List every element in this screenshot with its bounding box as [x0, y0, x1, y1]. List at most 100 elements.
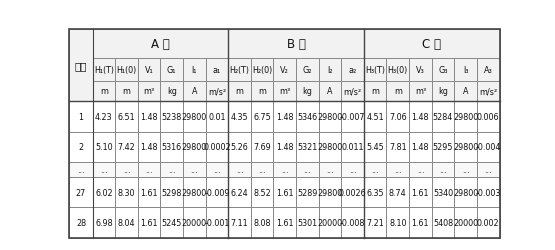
Bar	[455, 177, 477, 208]
Text: 1.61: 1.61	[276, 188, 294, 197]
Text: ...: ...	[439, 165, 447, 174]
Text: V₃: V₃	[416, 65, 425, 74]
Bar	[183, 81, 206, 102]
Text: ...: ...	[100, 165, 108, 174]
Bar	[432, 102, 455, 132]
Text: a₁: a₁	[213, 65, 221, 74]
Text: m/s²: m/s²	[344, 87, 362, 96]
Text: 5.10: 5.10	[95, 143, 113, 152]
Bar	[296, 102, 319, 132]
Bar	[409, 58, 432, 81]
Text: 1.48: 1.48	[276, 112, 294, 122]
Bar	[93, 162, 115, 177]
Text: 7.21: 7.21	[366, 218, 384, 227]
Bar	[228, 102, 251, 132]
Bar	[138, 208, 160, 238]
Bar	[341, 162, 364, 177]
Text: 29800: 29800	[317, 143, 342, 152]
Bar	[364, 208, 386, 238]
Bar	[477, 102, 500, 132]
Text: 1.61: 1.61	[140, 218, 158, 227]
Text: 1.48: 1.48	[140, 112, 158, 122]
Bar	[364, 58, 386, 81]
Bar	[455, 132, 477, 162]
Text: 6.35: 6.35	[366, 188, 384, 197]
Text: 0.0026: 0.0026	[339, 188, 366, 197]
Bar	[69, 102, 93, 132]
Bar	[455, 102, 477, 132]
Bar	[274, 162, 296, 177]
Text: ...: ...	[259, 165, 266, 174]
Text: 8.74: 8.74	[389, 188, 407, 197]
Bar	[409, 162, 432, 177]
Text: 6.02: 6.02	[95, 188, 113, 197]
Text: 6.51: 6.51	[118, 112, 135, 122]
Text: 5346: 5346	[297, 112, 317, 122]
Text: H₁(T): H₁(T)	[94, 65, 114, 74]
Bar	[115, 102, 138, 132]
Bar	[206, 177, 228, 208]
Bar	[341, 81, 364, 102]
Bar	[477, 177, 500, 208]
Text: 4.51: 4.51	[366, 112, 384, 122]
Text: 5.26: 5.26	[231, 143, 249, 152]
Bar	[364, 162, 386, 177]
Text: ...: ...	[462, 165, 470, 174]
Bar	[206, 102, 228, 132]
Bar	[69, 162, 93, 177]
Bar	[364, 102, 386, 132]
Text: 0.006: 0.006	[477, 112, 500, 122]
Text: m³: m³	[279, 87, 290, 96]
Text: 5298: 5298	[162, 188, 182, 197]
Text: m: m	[235, 87, 244, 96]
Text: 1.61: 1.61	[276, 218, 294, 227]
Bar	[319, 208, 341, 238]
Bar	[115, 208, 138, 238]
Bar	[341, 102, 364, 132]
Text: 29800: 29800	[181, 112, 207, 122]
Text: 1: 1	[78, 112, 83, 122]
Bar	[341, 208, 364, 238]
Text: 5295: 5295	[433, 143, 453, 152]
Text: 5245: 5245	[162, 218, 182, 227]
Text: A: A	[327, 87, 332, 96]
Bar	[228, 132, 251, 162]
Text: 29800: 29800	[317, 188, 342, 197]
Bar	[228, 162, 251, 177]
Text: ...: ...	[281, 165, 289, 174]
Text: kg: kg	[167, 87, 176, 96]
Bar	[432, 177, 455, 208]
Bar	[93, 81, 115, 102]
Text: m³: m³	[144, 87, 155, 96]
Bar	[251, 58, 274, 81]
Bar	[251, 177, 274, 208]
Bar	[115, 132, 138, 162]
Bar	[93, 102, 115, 132]
Bar	[138, 81, 160, 102]
Bar	[296, 162, 319, 177]
Bar	[69, 30, 93, 102]
Bar	[409, 102, 432, 132]
Text: -0.003: -0.003	[476, 188, 501, 197]
Bar	[319, 162, 341, 177]
Text: 5408: 5408	[433, 218, 453, 227]
Bar	[183, 58, 206, 81]
Text: A 相: A 相	[151, 38, 170, 51]
Text: 1.48: 1.48	[412, 112, 429, 122]
Bar	[409, 81, 432, 102]
Text: 8.08: 8.08	[254, 218, 271, 227]
Bar	[477, 162, 500, 177]
Bar	[274, 58, 296, 81]
Text: H₃(0): H₃(0)	[387, 65, 408, 74]
Text: ...: ...	[371, 165, 379, 174]
Text: 4.35: 4.35	[231, 112, 248, 122]
Text: 5.45: 5.45	[366, 143, 384, 152]
Bar	[364, 81, 386, 102]
Text: ...: ...	[304, 165, 311, 174]
Text: I₃: I₃	[463, 65, 468, 74]
Text: 29800: 29800	[453, 112, 478, 122]
Text: ...: ...	[123, 165, 130, 174]
Bar	[251, 208, 274, 238]
Bar	[206, 208, 228, 238]
Bar	[477, 81, 500, 102]
